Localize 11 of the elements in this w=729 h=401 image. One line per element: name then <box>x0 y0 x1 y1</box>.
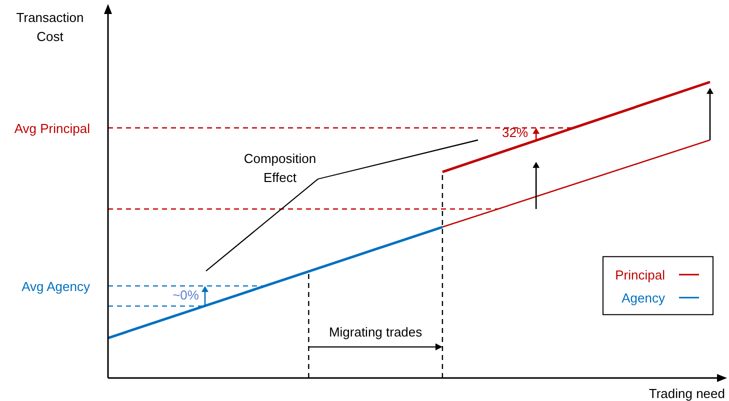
legend-label: Principal <box>615 268 666 283</box>
callout: Composition Effect <box>206 139 478 272</box>
annotation: 32% <box>502 124 529 140</box>
legend-label: Agency <box>622 290 666 306</box>
annotation: Migrating trades <box>328 324 423 340</box>
x-axis-title: Trading need <box>648 386 725 401</box>
annotation: ~0% <box>172 288 200 303</box>
ref-line-label: Avg Agency <box>22 278 90 294</box>
y-axis-title: Transaction Cost <box>16 10 84 44</box>
annotation: Composition Effect <box>244 151 316 185</box>
ref-line-label: Avg Principal <box>14 120 90 136</box>
